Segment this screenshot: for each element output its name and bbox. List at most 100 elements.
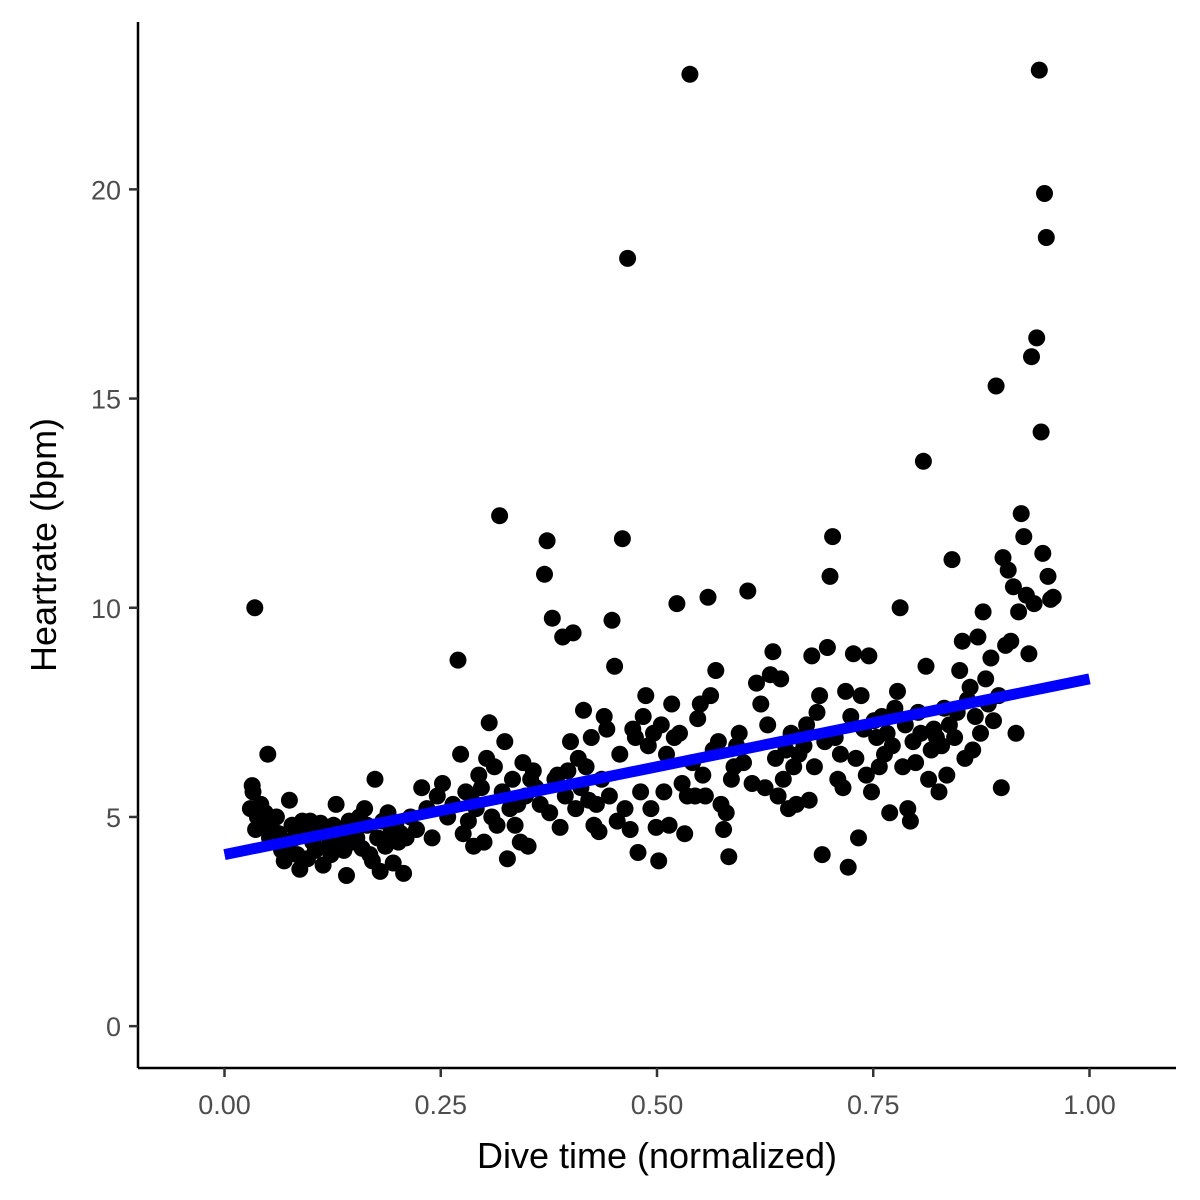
data-point — [709, 733, 727, 751]
data-point — [246, 599, 264, 617]
data-point — [972, 724, 989, 742]
data-point — [821, 567, 839, 585]
data-point — [966, 708, 984, 725]
data-point — [655, 783, 673, 801]
data-point — [730, 724, 748, 742]
data-point — [244, 783, 262, 801]
data-point — [423, 829, 441, 847]
data-point — [982, 649, 1000, 667]
data-point — [930, 783, 948, 801]
data-point — [943, 551, 961, 569]
data-point — [1015, 528, 1033, 546]
data-point — [752, 695, 770, 713]
data-point — [818, 639, 836, 656]
x-tick-label: 1.00 — [1063, 1090, 1116, 1120]
data-point — [475, 833, 493, 851]
data-point — [739, 582, 757, 600]
data-point — [699, 588, 717, 606]
data-point — [764, 643, 782, 661]
data-point — [551, 818, 569, 836]
data-point — [1020, 645, 1038, 663]
data-point — [275, 852, 293, 870]
data-point — [559, 762, 577, 780]
data-point — [564, 624, 582, 642]
data-point — [1028, 329, 1046, 347]
data-point — [715, 821, 733, 838]
data-point — [496, 733, 514, 751]
data-point — [1037, 229, 1055, 246]
data-point — [1039, 567, 1057, 585]
data-point — [660, 816, 678, 834]
data-point — [395, 864, 413, 882]
data-point — [863, 783, 880, 801]
data-point — [961, 678, 979, 696]
data-point — [519, 837, 537, 855]
data-point — [1036, 185, 1053, 202]
data-point — [901, 812, 919, 830]
data-point — [1010, 603, 1028, 621]
data-point — [541, 804, 559, 822]
data-point — [907, 754, 925, 772]
data-point — [637, 687, 655, 705]
data-point — [938, 766, 956, 784]
data-point — [1034, 544, 1052, 562]
data-point — [759, 716, 777, 734]
x-tick-label: 0.75 — [847, 1090, 900, 1120]
data-point — [839, 858, 857, 876]
x-axis-title: Dive time (normalized) — [477, 1135, 837, 1176]
data-point — [595, 708, 613, 725]
data-point — [891, 599, 909, 617]
data-point — [491, 507, 509, 525]
data-point — [798, 716, 816, 734]
data-point — [498, 850, 516, 868]
y-tick-label: 20 — [91, 175, 121, 205]
data-point — [689, 710, 707, 728]
data-point — [969, 628, 987, 646]
y-tick-label: 5 — [106, 803, 121, 833]
data-points — [241, 61, 1062, 884]
trend-line — [223, 673, 1091, 861]
data-point — [914, 452, 932, 470]
data-point — [647, 818, 665, 836]
data-point — [917, 657, 935, 675]
data-point — [857, 766, 875, 784]
data-point — [621, 821, 639, 838]
data-point — [575, 701, 592, 719]
data-point — [974, 603, 992, 621]
data-point — [717, 804, 735, 822]
data-point — [881, 804, 899, 822]
data-point — [538, 532, 556, 550]
y-tick-label: 15 — [91, 385, 121, 415]
data-point — [567, 800, 585, 818]
data-point — [408, 821, 425, 838]
data-point — [663, 695, 681, 713]
data-point — [772, 670, 790, 688]
data-point — [384, 854, 402, 872]
data-point — [992, 779, 1010, 797]
data-point — [769, 787, 787, 805]
data-point — [696, 787, 714, 805]
data-point — [536, 565, 553, 583]
data-point — [611, 745, 629, 763]
data-point — [598, 720, 616, 738]
data-point — [267, 808, 285, 826]
data-point — [803, 647, 821, 665]
data-point — [837, 682, 855, 700]
data-point — [562, 733, 579, 751]
data-point — [852, 687, 870, 705]
data-point — [616, 800, 634, 818]
y-axis-title: Heartrate (bpm) — [23, 418, 64, 672]
data-point — [634, 708, 652, 725]
data-point — [366, 770, 384, 788]
data-point — [1007, 724, 1025, 742]
data-point — [642, 800, 660, 818]
data-point — [626, 729, 644, 746]
data-point — [1025, 595, 1043, 613]
data-point — [338, 867, 355, 884]
data-point — [774, 770, 792, 788]
data-point — [748, 674, 765, 692]
data-point — [676, 825, 694, 843]
data-point — [619, 249, 637, 267]
data-point — [1030, 61, 1048, 79]
data-point — [850, 829, 867, 847]
